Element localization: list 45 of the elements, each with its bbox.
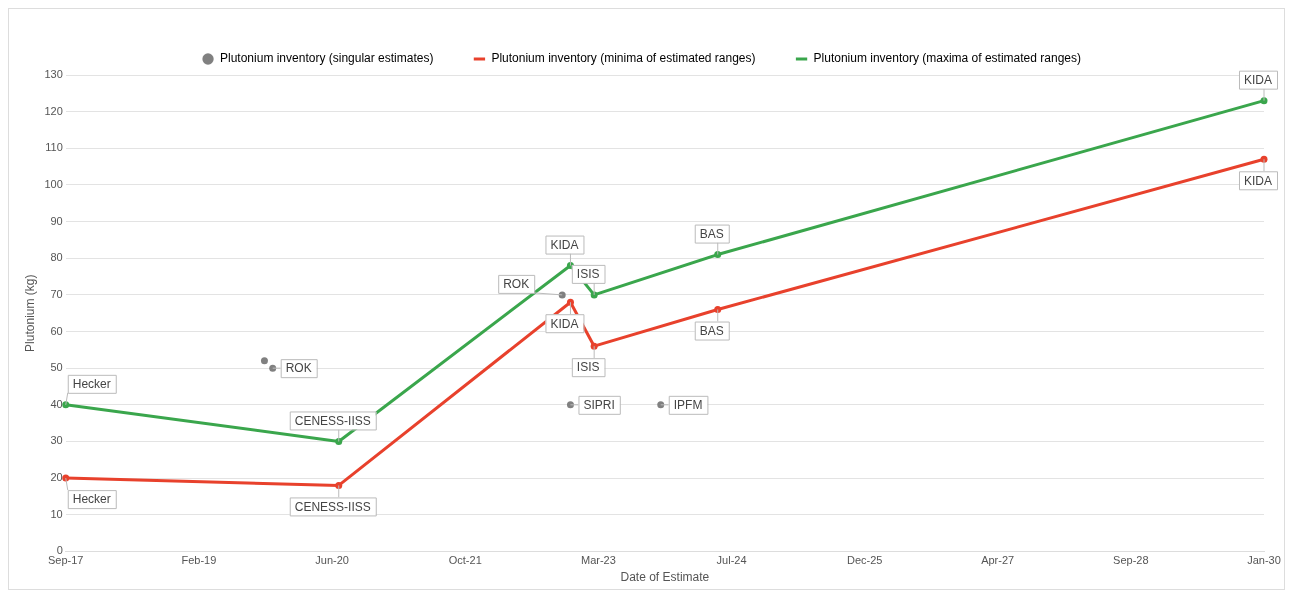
y-tick-label: 50 <box>50 361 63 374</box>
annotation: BAS <box>699 323 724 338</box>
legend-label: Plutonium inventory (minima of estimated ranges) <box>491 51 756 66</box>
y-tick-label: 40 <box>50 397 63 410</box>
legend-label: Plutonium inventory (maxima of estimated ranges) <box>813 51 1081 66</box>
y-tick-label: 100 <box>44 177 63 190</box>
x-tick-label: Apr-27 <box>981 554 1015 567</box>
annotation: KIDA <box>1243 173 1273 188</box>
annotation: SIPRI <box>583 398 615 413</box>
y-tick-label: 90 <box>50 214 63 227</box>
annotation: ROK <box>503 277 530 292</box>
y-tick-label: 80 <box>50 251 63 264</box>
annotation: ISIS <box>576 360 600 375</box>
y-tick-label: 60 <box>50 324 63 337</box>
annotation: CENESS-IISS <box>294 499 371 514</box>
y-tick-label: 0 <box>56 544 63 557</box>
y-tick-label: 30 <box>50 434 63 447</box>
x-tick-label: Mar-23 <box>581 554 616 567</box>
x-tick-label: Dec-25 <box>847 554 883 567</box>
y-tick-label: 130 <box>44 68 63 81</box>
x-tick-label: Oct-21 <box>448 554 482 567</box>
annotation: KIDA <box>550 237 579 252</box>
y-tick-label: 70 <box>50 287 63 300</box>
annotation: KIDA <box>1243 72 1273 87</box>
annotation: ISIS <box>576 267 600 282</box>
y-tick-label: 20 <box>50 471 63 484</box>
annotation: Hecker <box>72 377 111 392</box>
annotation: BAS <box>699 226 724 241</box>
y-tick-label: 120 <box>44 104 63 117</box>
legend-label: Plutonium inventory (singular estimates) <box>220 51 434 66</box>
x-axis-title: Date of Estimate <box>620 570 710 585</box>
y-axis-title: Plutonium (kg) <box>22 274 37 352</box>
annotation: IPFM <box>673 398 703 413</box>
x-tick-label: Sep-28 <box>1113 554 1149 567</box>
x-tick-label: Sep-17 <box>48 554 84 567</box>
annotation: CENESS-IISS <box>294 413 371 428</box>
x-tick-label: Feb-19 <box>181 554 217 567</box>
y-tick-label: 10 <box>50 507 63 520</box>
x-tick-label: Jul-24 <box>716 554 747 567</box>
y-tick-label: 110 <box>45 141 63 154</box>
annotation: ROK <box>285 361 312 376</box>
annotation: Hecker <box>72 492 111 507</box>
x-tick-label: Jun-20 <box>315 554 349 567</box>
annotation: KIDA <box>550 316 579 331</box>
x-tick-label: Jan-30 <box>1247 554 1281 567</box>
